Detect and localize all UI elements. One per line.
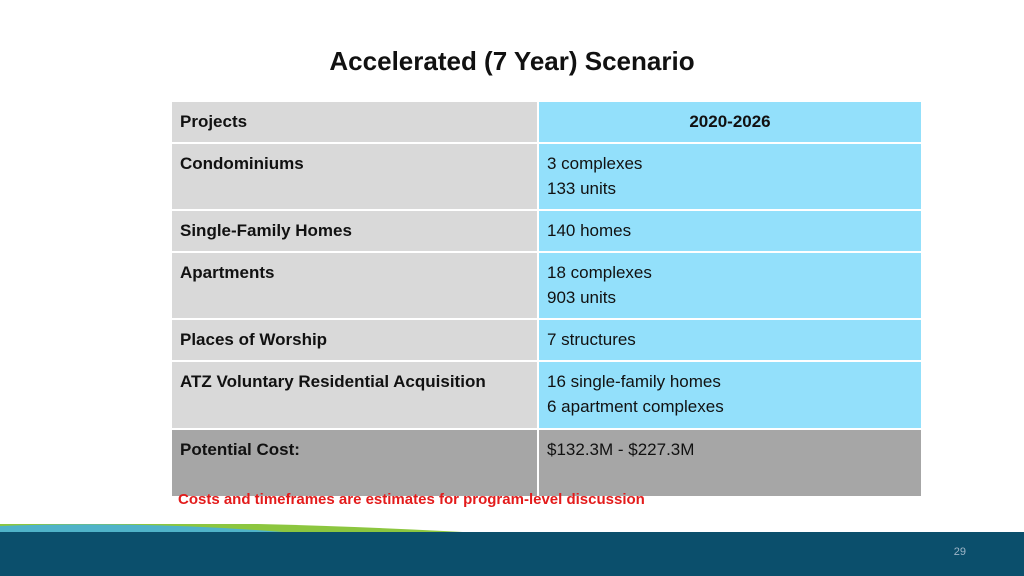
header-projects: Projects bbox=[170, 100, 539, 144]
row-value: 18 complexes 903 units bbox=[537, 251, 923, 320]
row-value: 140 homes bbox=[537, 209, 923, 253]
row-label: Apartments bbox=[170, 251, 539, 320]
row-value: 7 structures bbox=[537, 318, 923, 362]
row-value-line: 903 units bbox=[547, 288, 616, 307]
cost-value: $132.3M - $227.3M bbox=[537, 428, 923, 498]
row-value-line: 18 complexes bbox=[547, 263, 652, 282]
row-label: Condominiums bbox=[170, 142, 539, 211]
row-value-line: 7 structures bbox=[547, 330, 636, 349]
row-value-line: 140 homes bbox=[547, 221, 632, 240]
row-value-line: 133 units bbox=[547, 179, 616, 198]
estimate-note: Costs and timeframes are estimates for p… bbox=[178, 491, 645, 508]
row-label: Single-Family Homes bbox=[170, 209, 539, 253]
slide-title: Accelerated (7 Year) Scenario bbox=[329, 46, 695, 76]
row-value: 16 single-family homes 6 apartment compl… bbox=[537, 360, 923, 430]
table-row: Condominiums 3 complexes 133 units bbox=[170, 142, 923, 211]
row-label: ATZ Voluntary Residential Acquisition bbox=[170, 360, 539, 430]
table-row: Places of Worship 7 structures bbox=[170, 318, 923, 362]
cost-row: Potential Cost: $132.3M - $227.3M bbox=[170, 428, 923, 498]
footer-navy-band bbox=[0, 532, 1024, 576]
row-label: Places of Worship bbox=[170, 318, 539, 362]
table-row: Apartments 18 complexes 903 units bbox=[170, 251, 923, 320]
row-value-line: 3 complexes bbox=[547, 154, 643, 173]
cost-label: Potential Cost: bbox=[170, 428, 539, 498]
row-value-line: 16 single-family homes bbox=[547, 372, 721, 391]
scenario-table: Projects 2020-2026 Condominiums 3 comple… bbox=[170, 100, 923, 498]
table-row: Single-Family Homes 140 homes bbox=[170, 209, 923, 253]
header-years: 2020-2026 bbox=[537, 100, 923, 144]
footer-band bbox=[0, 524, 1024, 576]
table-row: ATZ Voluntary Residential Acquisition 16… bbox=[170, 360, 923, 430]
row-value: 3 complexes 133 units bbox=[537, 142, 923, 211]
page-number: 29 bbox=[953, 546, 966, 558]
row-value-line: 6 apartment complexes bbox=[547, 397, 724, 416]
table-header-row: Projects 2020-2026 bbox=[170, 100, 923, 144]
